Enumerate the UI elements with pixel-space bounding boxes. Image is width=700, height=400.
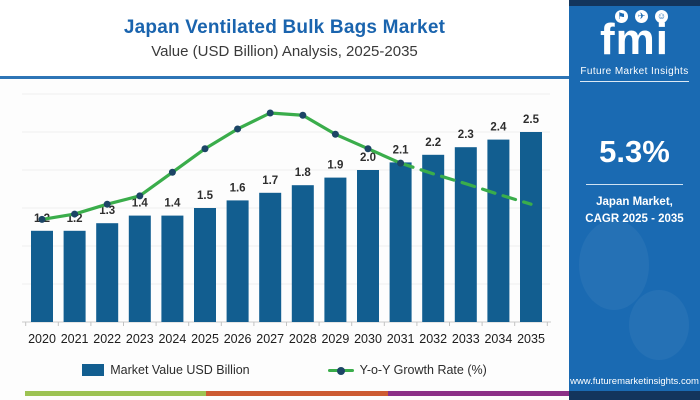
world-map-texture xyxy=(629,290,689,360)
year-label: 2029 xyxy=(321,332,349,346)
bar-value-label: 2.2 xyxy=(425,137,441,149)
bar-value-label: 1.7 xyxy=(262,175,278,187)
legend-item-growth-rate: Y-o-Y Growth Rate (%) xyxy=(327,363,487,377)
year-label: 2034 xyxy=(484,332,512,346)
bar-value-label: 1.9 xyxy=(327,160,343,172)
year-label: 2030 xyxy=(354,332,382,346)
flag-icon: ⚑ xyxy=(615,10,628,23)
year-label: 2027 xyxy=(256,332,284,346)
page-title: Japan Ventilated Bulk Bags Market xyxy=(123,16,446,38)
year-label: 2025 xyxy=(191,332,219,346)
bar-value-label: 2.3 xyxy=(458,129,474,141)
bar-2033 xyxy=(454,147,477,322)
year-label: 2028 xyxy=(289,332,317,346)
growth-line-marker xyxy=(136,192,144,200)
bar-2026 xyxy=(226,200,249,322)
growth-line-marker xyxy=(103,200,111,208)
footer-color-strip xyxy=(25,391,569,396)
cagr-label-line2: CAGR 2025 - 2035 xyxy=(585,212,684,225)
cagr-value: 5.3% xyxy=(599,134,670,169)
growth-line-dashed xyxy=(399,161,533,206)
year-label: 2026 xyxy=(224,332,252,346)
bar-value-label: 2.5 xyxy=(523,114,540,126)
bar-2031 xyxy=(389,162,412,322)
bar-value-label: 1.5 xyxy=(197,190,214,202)
legend-bar-label: Market Value USD Billion xyxy=(110,363,250,377)
growth-line-marker xyxy=(71,210,79,218)
website-url: www.futuremarketinsights.com xyxy=(570,376,699,387)
growth-line-marker xyxy=(201,145,209,153)
bar-value-label: 1.6 xyxy=(230,182,246,194)
growth-line-marker xyxy=(234,125,242,133)
bar-2028 xyxy=(291,185,314,322)
bar-value-label: 1.8 xyxy=(295,167,312,179)
growth-line-marker xyxy=(38,215,46,223)
year-label: 2032 xyxy=(419,332,447,346)
person-icon: ☺ xyxy=(655,10,668,23)
bar-2025 xyxy=(194,208,216,322)
bar-value-label: 1.4 xyxy=(164,198,181,210)
bar-value-label: 2.4 xyxy=(490,122,507,134)
bar-2030 xyxy=(357,170,379,322)
bar-2034 xyxy=(487,139,510,322)
growth-line-marker xyxy=(266,109,274,117)
year-label: 2020 xyxy=(28,332,56,346)
chart-header: Japan Ventilated Bulk Bags Market Value … xyxy=(0,0,569,79)
year-label: 2035 xyxy=(517,332,545,346)
growth-line-marker xyxy=(331,130,339,138)
panel-top-band xyxy=(569,0,700,6)
strip-orange-segment xyxy=(206,391,388,396)
strip-green-segment xyxy=(25,391,207,396)
bar-2021 xyxy=(63,230,86,322)
bar-2027 xyxy=(259,192,282,322)
bar-2024 xyxy=(161,215,184,322)
bar-2035 xyxy=(520,132,542,322)
bar-value-label: 2.0 xyxy=(360,152,376,164)
growth-line-marker xyxy=(299,111,307,119)
growth-line-solid xyxy=(40,111,403,221)
year-label: 2022 xyxy=(93,332,121,346)
cagr-label-line1: Japan Market, xyxy=(596,196,673,208)
chart-section: Japan Ventilated Bulk Bags Market Value … xyxy=(0,0,569,400)
bar-value-label: 2.1 xyxy=(393,144,410,156)
line-marker-icon xyxy=(327,364,354,376)
bar-2029 xyxy=(324,177,347,322)
panel-divider xyxy=(586,184,683,185)
bar-2032 xyxy=(422,154,445,322)
year-label: 2021 xyxy=(61,332,89,346)
legend-line-label: Y-o-Y Growth Rate (%) xyxy=(359,363,487,377)
bar-2020 xyxy=(31,230,53,322)
year-label: 2023 xyxy=(126,332,154,346)
strip-purple-segment xyxy=(387,391,569,396)
bar-2023 xyxy=(128,215,151,322)
chart-legend: Market Value USD Billion Y-o-Y Growth Ra… xyxy=(0,358,569,382)
fmi-logo-caption: Future Market Insights xyxy=(580,66,689,82)
fmi-sidebar-panel: ⚑ ✈ ☺ fmi Future Market Insights 5.3% Ja… xyxy=(569,0,700,400)
page-subtitle: Value (USD Billion) Analysis, 2025-2035 xyxy=(151,42,418,60)
growth-line-marker xyxy=(364,145,372,153)
bar-2022 xyxy=(96,223,119,322)
bar-swatch-icon xyxy=(82,364,105,376)
cagr-label: Japan Market, CAGR 2025 - 2035 xyxy=(569,194,700,227)
plane-icon: ✈ xyxy=(635,10,648,23)
panel-bottom-band xyxy=(569,391,700,400)
fmi-logo: ⚑ ✈ ☺ fmi Future Market Insights xyxy=(569,10,700,82)
bar-value-label: 1.3 xyxy=(99,205,115,217)
growth-line-marker xyxy=(168,168,176,176)
growth-line-marker xyxy=(397,159,405,167)
year-label: 2031 xyxy=(387,332,415,346)
world-map-texture xyxy=(579,220,649,310)
combo-chart: 1.220201.220211.320221.420231.420241.520… xyxy=(22,93,551,346)
fmi-logo-text: fmi xyxy=(600,15,669,64)
year-label: 2024 xyxy=(158,332,186,346)
bar-value-label: 1.4 xyxy=(132,198,149,210)
legend-item-market-value: Market Value USD Billion xyxy=(82,363,250,377)
logo-icons-row: ⚑ ✈ ☺ xyxy=(569,10,700,23)
year-label: 2033 xyxy=(452,332,480,346)
